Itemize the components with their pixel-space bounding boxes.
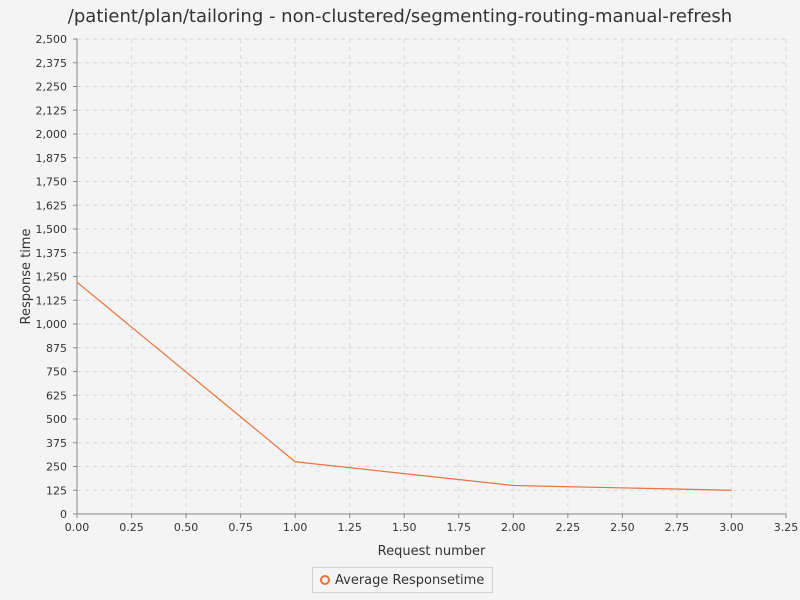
x-tick-label: 0.25 (119, 521, 144, 534)
chart-title: /patient/plan/tailoring - non-clustered/… (67, 6, 733, 27)
tick-labels: 0.00 0.25 0.50 0.75 1.00 1.25 1.50 1.75 2.00 2.25… (36, 33, 799, 534)
y-tick-label: 1,875 (36, 152, 68, 165)
x-tick-label: 0.50 (174, 521, 199, 534)
x-tick-label: 2.75 (665, 521, 690, 534)
grid-lines (76, 38, 787, 515)
y-tick-label: 750 (46, 366, 67, 379)
y-tick-label: 1,625 (36, 199, 68, 212)
x-tick-label: 1.25 (337, 521, 362, 534)
legend-label: Average Responsetime (335, 572, 485, 588)
y-tick-label: 625 (46, 389, 67, 402)
x-tick-label: 3.00 (719, 521, 744, 534)
x-axis-title: Request number (378, 544, 486, 559)
x-tick-label: 0.75 (228, 521, 253, 534)
y-tick-label: 1,125 (36, 294, 68, 307)
y-tick-label: 1,375 (36, 247, 68, 260)
axes (73, 38, 787, 518)
y-tick-label: 875 (46, 342, 67, 355)
y-tick-label: 125 (46, 484, 67, 497)
x-tick-label: 2.25 (556, 521, 581, 534)
y-tick-label: 1,500 (36, 223, 68, 236)
x-tick-label: 2.50 (610, 521, 635, 534)
series-lines (76, 281, 732, 491)
y-tick-label: 1,250 (36, 271, 68, 284)
x-tick-label: 0.00 (65, 521, 90, 534)
y-tick-label: 2,000 (36, 128, 68, 141)
y-tick-label: 0 (60, 508, 67, 521)
y-tick-label: 1,750 (36, 176, 68, 189)
y-tick-label: 250 (46, 461, 67, 474)
legend-marker-icon (320, 575, 330, 585)
y-tick-label: 500 (46, 413, 67, 426)
x-tick-label: 3.25 (774, 521, 799, 534)
x-tick-label: 1.75 (447, 521, 472, 534)
y-tick-label: 375 (46, 437, 67, 450)
y-tick-label: 2,125 (36, 104, 68, 117)
y-tick-label: 2,500 (36, 33, 68, 46)
y-tick-label: 1,000 (36, 318, 68, 331)
y-axis-title: Response time (19, 229, 34, 325)
y-tick-label: 2,375 (36, 57, 68, 70)
legend: Average Responsetime (312, 567, 494, 593)
x-tick-label: 1.00 (283, 521, 308, 534)
y-tick-label: 2,250 (36, 81, 68, 94)
series-line (76, 281, 732, 491)
x-tick-label: 2.00 (501, 521, 526, 534)
x-tick-label: 1.50 (392, 521, 417, 534)
